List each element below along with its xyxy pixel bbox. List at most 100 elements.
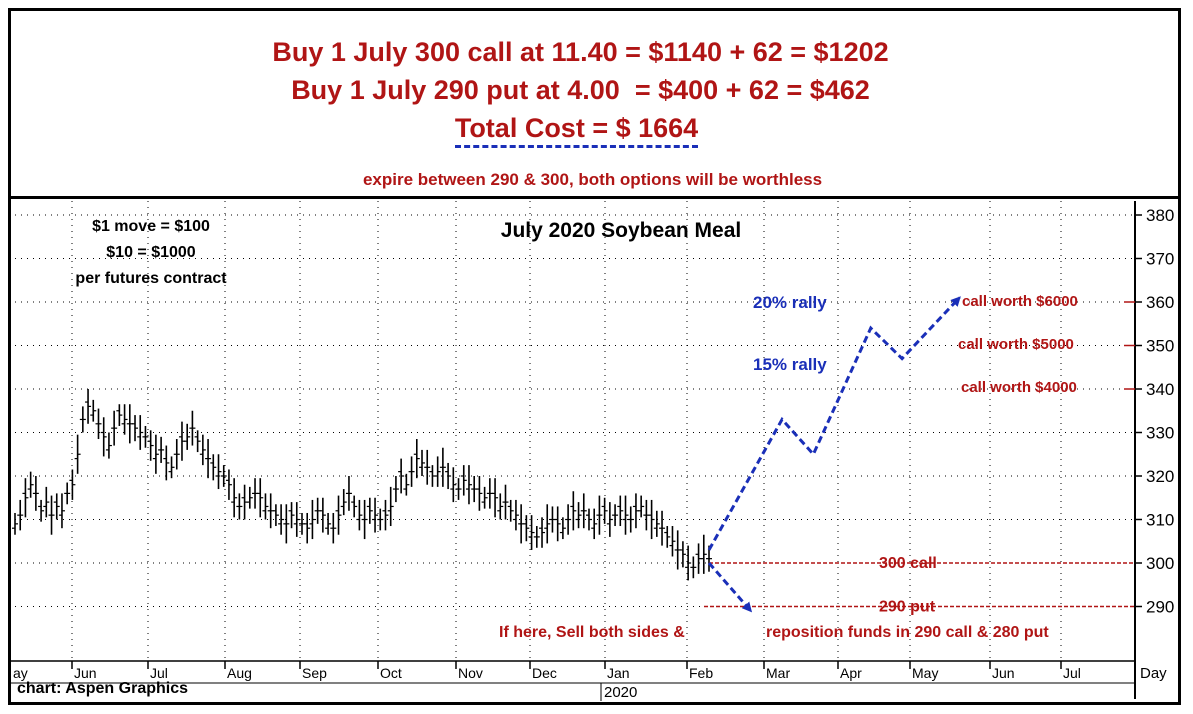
price-bar xyxy=(116,404,123,426)
year-label: 2020 xyxy=(604,684,637,701)
projection-arrows xyxy=(707,296,961,613)
call-purchase-line: Buy 1 July 300 call at 11.40 = $1140 + 6… xyxy=(272,37,889,67)
time-tick-label: Jan xyxy=(607,665,630,681)
price-bar xyxy=(163,445,170,481)
time-tick-label: Sep xyxy=(302,665,327,681)
chart-title: July 2020 Soybean Meal xyxy=(501,219,741,242)
time-tick-label: May xyxy=(912,665,938,681)
price-bar xyxy=(252,478,259,509)
rally-projection xyxy=(707,296,961,551)
price-bar xyxy=(387,486,394,527)
price-bar xyxy=(189,410,196,446)
price-bar xyxy=(194,430,201,453)
price-bar xyxy=(612,504,619,527)
price-bar xyxy=(288,502,295,529)
price-bar xyxy=(695,543,702,574)
price-bar xyxy=(366,497,373,524)
price-bar xyxy=(465,465,472,505)
price-bar xyxy=(450,467,457,503)
price-bar xyxy=(700,534,707,574)
price-bar xyxy=(419,449,426,476)
price-tick-label: 300 xyxy=(1146,554,1174,573)
price-bar xyxy=(22,478,29,518)
total-cost-text: Total Cost = $ 1664 xyxy=(454,113,699,148)
price-bar xyxy=(398,458,405,494)
source-credit: chart: Aspen Graphics xyxy=(17,680,188,697)
price-bar xyxy=(168,456,175,479)
price-bar xyxy=(12,512,18,535)
price-bar xyxy=(283,504,290,544)
price-bar xyxy=(330,512,337,544)
price-axis: 290 300 310 320 330 340 350 360 370 380 xyxy=(1135,206,1174,617)
price-bar xyxy=(570,491,577,531)
price-bar xyxy=(246,486,253,509)
price-bar xyxy=(225,469,232,500)
price-bar xyxy=(267,493,274,529)
expiry-note: expire between 290 & 300, both options w… xyxy=(362,170,823,189)
price-bar xyxy=(158,436,165,463)
time-axis: ay Jun Jul Aug Sep Oct Nov Dec Jan Feb Mar Apr May Ju… xyxy=(13,661,1167,701)
price-bar xyxy=(272,504,279,527)
price-bar xyxy=(231,478,238,518)
price-bar xyxy=(455,478,462,500)
price-bar xyxy=(48,495,55,535)
price-bar xyxy=(111,410,118,446)
reposition-label: reposition funds in 290 call & 280 put xyxy=(766,624,1049,641)
price-tick-label: 330 xyxy=(1146,424,1174,443)
price-bar xyxy=(27,471,34,498)
price-bar xyxy=(533,526,540,548)
price-bar xyxy=(278,504,285,535)
price-bar xyxy=(606,502,613,537)
note-contract: per futures contract xyxy=(75,270,227,287)
price-bar xyxy=(507,499,514,522)
price-bar xyxy=(528,515,535,550)
price-bar xyxy=(340,489,347,516)
price-bar xyxy=(429,465,436,487)
price-bar xyxy=(142,425,149,448)
price-bar xyxy=(17,499,24,531)
time-tick-label: Nov xyxy=(458,665,483,681)
option-levels: 300 call 290 put xyxy=(704,301,1135,616)
put-purchase-line: Buy 1 July 290 put at 4.00 = $400 + 62 =… xyxy=(291,75,870,105)
time-tick-label: Jun xyxy=(74,665,97,681)
price-bar xyxy=(685,545,692,581)
price-bar xyxy=(184,423,191,450)
price-bar xyxy=(304,512,311,544)
price-bars xyxy=(12,389,712,581)
price-bar xyxy=(486,478,493,509)
price-bar xyxy=(58,493,65,529)
price-bar xyxy=(476,476,483,511)
price-bar xyxy=(74,434,81,474)
price-bar xyxy=(257,478,264,518)
price-bar xyxy=(627,506,634,533)
price-bar xyxy=(345,476,352,511)
price-bar xyxy=(596,495,603,535)
time-tick-label: Oct xyxy=(380,665,402,681)
price-bar xyxy=(210,454,217,481)
price-bar xyxy=(152,434,159,474)
price-bar xyxy=(497,493,504,520)
price-bar xyxy=(460,465,467,496)
price-bar xyxy=(335,495,342,535)
price-bar xyxy=(539,517,546,548)
price-bar xyxy=(559,517,566,540)
call-6000-label: call worth $6000 xyxy=(962,293,1078,310)
price-bar xyxy=(382,499,389,531)
price-bar xyxy=(669,526,676,557)
price-bar xyxy=(132,415,139,442)
price-bar xyxy=(319,497,326,533)
day-label: Day xyxy=(1140,665,1167,682)
price-bar xyxy=(424,449,431,485)
price-bar xyxy=(445,462,452,490)
price-bar xyxy=(126,404,133,444)
price-bar xyxy=(674,530,681,570)
price-tick-label: 370 xyxy=(1146,250,1174,269)
price-tick-label: 310 xyxy=(1146,511,1174,530)
price-bar xyxy=(591,508,598,540)
price-bar xyxy=(601,497,608,524)
price-bar xyxy=(85,389,92,424)
price-bar xyxy=(580,493,587,529)
time-tick-label: ay xyxy=(13,665,28,681)
price-bar xyxy=(32,476,39,511)
price-bar xyxy=(309,499,316,540)
